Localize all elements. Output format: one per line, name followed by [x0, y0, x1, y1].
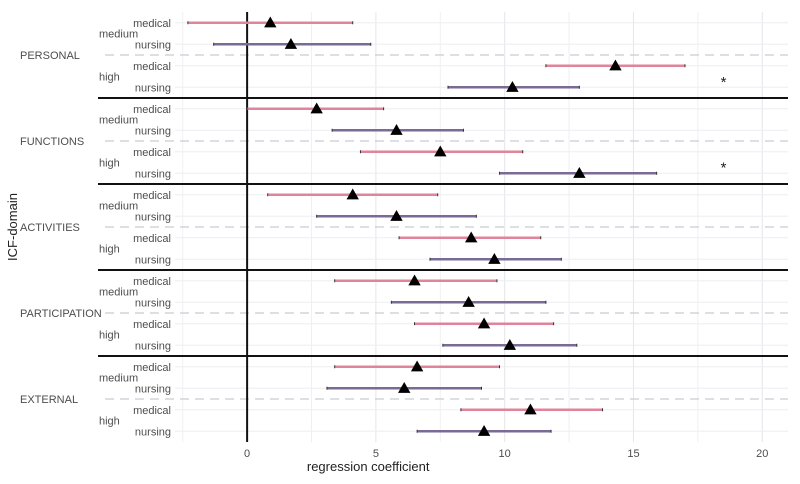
profession-label: medical [133, 276, 171, 288]
estimate-point [408, 274, 421, 286]
profession-label: medical [133, 147, 171, 159]
significance-marker: * [721, 74, 727, 91]
estimate-point [524, 403, 537, 415]
estimate-point [503, 339, 517, 350]
estimate-point [488, 253, 501, 264]
level-label: medium [99, 373, 138, 385]
y-axis-title: ICF-domain [5, 193, 20, 261]
labels-layer: 0 5 10 15 20 PERSONAL medium high FUNCTIONS mediu… [20, 18, 768, 460]
profession-label: nursing [135, 82, 171, 94]
x-tick-label: 20 [756, 448, 768, 460]
level-label: high [99, 330, 120, 342]
x-tick-label: 0 [244, 448, 250, 460]
separator-layer [98, 12, 788, 442]
profession-label: medical [133, 61, 171, 73]
profession-label: nursing [135, 168, 171, 180]
profession-label: medical [133, 405, 171, 417]
domain-label: PERSONAL [20, 50, 80, 62]
profession-label: nursing [135, 426, 171, 438]
estimate-point [609, 59, 622, 71]
profession-label: medical [133, 233, 171, 245]
estimate-point [573, 167, 586, 178]
level-label: medium [99, 29, 138, 41]
estimate-point [477, 317, 491, 329]
estimate-point [410, 360, 424, 372]
estimate-point [462, 296, 475, 307]
marks-layer [187, 16, 686, 436]
x-tick-label: 10 [499, 448, 511, 460]
profession-label: medical [133, 104, 171, 116]
x-tick-label: 15 [627, 448, 639, 460]
profession-label: nursing [135, 297, 171, 309]
profession-label: nursing [135, 211, 171, 223]
profession-label: nursing [135, 383, 171, 395]
profession-label: medical [133, 362, 171, 374]
estimate-point [310, 102, 323, 114]
significance-marker: * [721, 159, 727, 176]
estimate-point [477, 425, 491, 436]
level-label: medium [99, 287, 138, 299]
profession-label: nursing [135, 254, 171, 266]
estimate-point [390, 210, 403, 221]
level-label: high [99, 244, 120, 256]
profession-label: medical [133, 18, 171, 30]
level-label: high [99, 158, 120, 170]
level-label: high [99, 416, 120, 428]
estimate-point [346, 188, 359, 200]
estimate-point [390, 124, 403, 135]
domain-label: ACTIVITIES [20, 222, 80, 234]
estimate-point [434, 145, 447, 157]
estimate-point [506, 81, 519, 92]
profession-label: nursing [135, 125, 171, 137]
domain-label: FUNCTIONS [20, 136, 84, 148]
profession-label: medical [133, 190, 171, 202]
estimate-point [464, 231, 478, 243]
profession-label: nursing [135, 340, 171, 352]
estimate-point [284, 38, 298, 49]
estimate-point [398, 382, 411, 393]
level-label: medium [99, 115, 138, 127]
estimate-point [264, 16, 277, 28]
domain-label: EXTERNAL [20, 394, 78, 406]
x-axis-title: regression coefficient [307, 459, 430, 474]
profession-label: nursing [135, 39, 171, 51]
level-label: medium [99, 201, 138, 213]
domain-label: PARTICIPATION [20, 308, 102, 320]
x-tick-label: 5 [373, 448, 379, 460]
profession-label: medical [133, 319, 171, 331]
level-label: high [99, 72, 120, 84]
